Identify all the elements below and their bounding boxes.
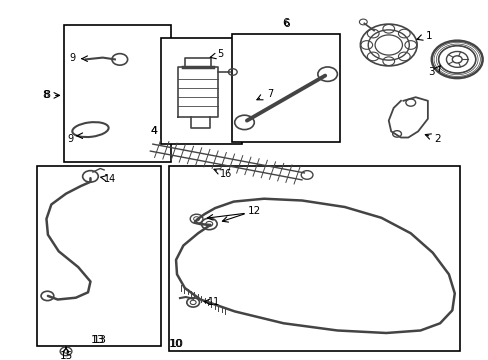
Text: 15: 15 [59,351,73,360]
Text: 12: 12 [247,206,261,216]
Text: 16: 16 [219,168,232,179]
Text: 2: 2 [433,134,440,144]
Text: 11: 11 [207,297,220,307]
Text: 13: 13 [91,335,104,345]
Text: 3: 3 [427,67,434,77]
Text: 1: 1 [425,31,431,41]
Text: 13: 13 [93,335,107,345]
Text: 14: 14 [104,174,117,184]
Text: 7: 7 [266,89,272,99]
Text: 6: 6 [282,19,289,29]
Text: 5: 5 [217,49,223,59]
Bar [168,166,459,351]
Text: 10: 10 [170,339,183,349]
Bar [37,166,161,346]
Text: 8: 8 [43,90,50,100]
Text: 4: 4 [150,126,157,136]
Text: 9: 9 [69,53,75,63]
Bar [161,38,242,144]
Bar [63,25,171,162]
Bar [232,34,339,142]
Text: 10: 10 [169,339,183,349]
Text: 4: 4 [150,126,157,136]
Text: 8: 8 [42,90,49,100]
Text: 6: 6 [282,18,289,28]
Text: 9: 9 [68,134,74,144]
